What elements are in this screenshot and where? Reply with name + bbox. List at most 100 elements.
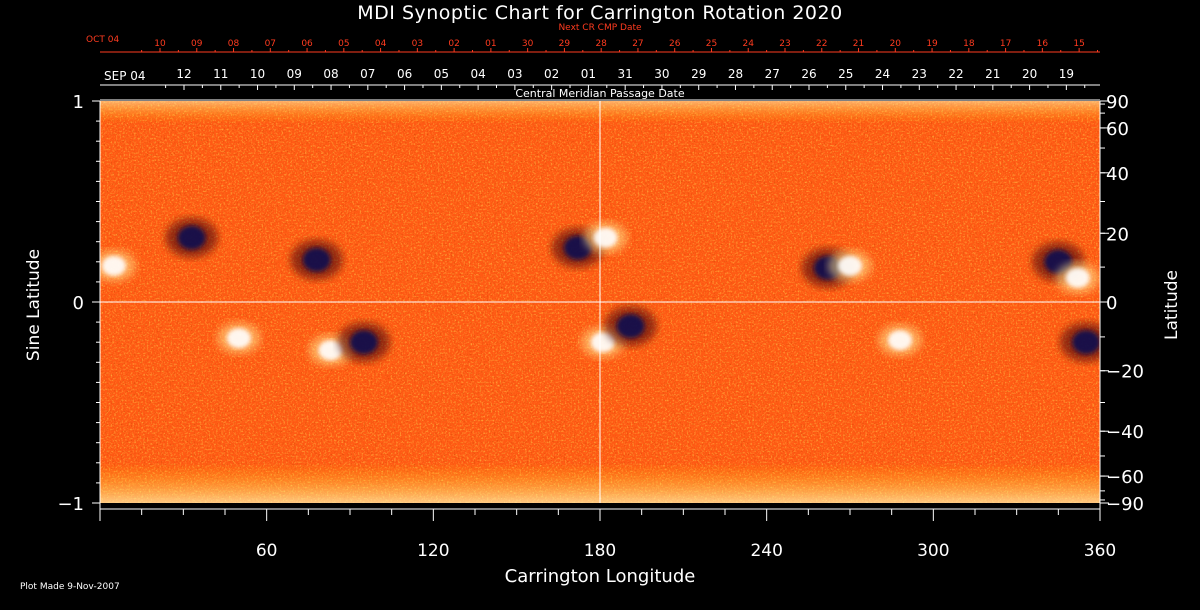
- next-cr-axis-date: 19: [926, 39, 938, 49]
- x-tick-label: 180: [584, 541, 616, 561]
- cmp-axis-date: 05: [434, 67, 449, 81]
- next-cr-axis-date: 05: [338, 39, 349, 49]
- cmp-axis-date: 12: [176, 67, 191, 81]
- active-region-core: [349, 330, 378, 355]
- next-cr-axis-start-label: OCT 04: [86, 35, 119, 45]
- active-region-core: [177, 225, 206, 250]
- next-cr-axis-date: 28: [595, 39, 607, 49]
- cmp-axis-date: 29: [691, 67, 706, 81]
- active-region-core: [838, 255, 862, 276]
- active-region-8: [604, 306, 657, 347]
- next-cr-axis-date: 03: [412, 39, 423, 49]
- next-cr-axis-date: 27: [632, 39, 643, 49]
- x-tick-label: 240: [750, 541, 782, 561]
- cmp-axis-date: 02: [544, 67, 559, 81]
- next-cr-axis-date: 30: [522, 39, 534, 49]
- y-tick-label-right: −60: [1106, 467, 1144, 488]
- y-tick-label-right: −40: [1106, 422, 1144, 443]
- next-cr-axis-date: 24: [743, 39, 755, 49]
- cmp-axis-date: 20: [1022, 67, 1037, 81]
- active-region-core: [1065, 267, 1090, 288]
- active-region-core: [302, 247, 331, 272]
- cmp-axis-date: 30: [654, 67, 669, 81]
- cmp-axis-date: 28: [728, 67, 743, 81]
- central-meridian-passage-date-label: Central Meridian Passage Date: [515, 87, 685, 100]
- next-cr-axis-date: 25: [706, 39, 717, 49]
- x-tick-label: 300: [917, 541, 949, 561]
- next-cr-axis-date: 01: [485, 39, 496, 49]
- cmp-axis-date: 03: [507, 67, 522, 81]
- active-region-6: [583, 221, 628, 254]
- x-tick-label: 360: [1084, 541, 1116, 561]
- active-region-15: [216, 322, 261, 355]
- next-cr-axis-date: 21: [853, 39, 864, 49]
- active-region-core: [101, 255, 126, 276]
- cmp-axis-date: 19: [1059, 67, 1074, 81]
- next-cr-axis-date: 23: [779, 39, 790, 49]
- y-tick-label-right: 40: [1106, 164, 1129, 185]
- cmp-axis-date: 22: [948, 67, 963, 81]
- cmp-axis-date: 31: [618, 67, 633, 81]
- next-cr-axis-date: 15: [1073, 39, 1084, 49]
- cmp-axis-start-label: SEP 04: [104, 69, 146, 83]
- y-tick-label-right: 90: [1106, 92, 1129, 113]
- next-cr-axis-date: 06: [301, 39, 313, 49]
- cmp-axis-date: 09: [287, 67, 302, 81]
- next-cr-axis-date: 07: [265, 39, 276, 49]
- y-tick-label-right: 0: [1106, 293, 1117, 314]
- next-cr-axis-date: 10: [154, 39, 166, 49]
- cmp-axis-date: 24: [875, 67, 890, 81]
- cmp-axis-date: 10: [250, 67, 265, 81]
- active-region-16: [100, 249, 136, 282]
- cmp-axis-date: 07: [360, 67, 375, 81]
- active-region-13: [1055, 261, 1100, 294]
- active-region-10: [828, 249, 872, 282]
- cmp-axis-date: 11: [213, 67, 228, 81]
- next-cr-axis-date: 18: [963, 39, 975, 49]
- active-region-core: [1072, 330, 1100, 355]
- y-tick-label-right: 20: [1106, 224, 1129, 245]
- active-region-3: [165, 217, 218, 258]
- x-tick-label: 60: [256, 541, 278, 561]
- y-tick-label-left: −1: [57, 494, 84, 515]
- y-tick-label-left: 1: [73, 92, 84, 113]
- cmp-axis-date: 06: [397, 67, 412, 81]
- x-axis-label: Carrington Longitude: [504, 566, 696, 587]
- next-cr-axis-date: 16: [1037, 39, 1049, 49]
- active-region-core: [318, 340, 343, 361]
- next-cr-axis-date: 02: [448, 39, 459, 49]
- next-cr-cmp-date-label: Next CR CMP Date: [558, 23, 642, 33]
- y-tick-label-left: 0: [73, 293, 84, 314]
- next-cr-axis-date: 17: [1000, 39, 1011, 49]
- next-cr-axis-date: 29: [559, 39, 571, 49]
- x-tick-label: 120: [417, 541, 449, 561]
- y-tick-label-right: −20: [1106, 362, 1144, 383]
- y-tick-label-right: 60: [1106, 119, 1129, 140]
- plot-made-footer: Plot Made 9-Nov-2007: [20, 582, 120, 592]
- cmp-axis-date: 08: [323, 67, 338, 81]
- next-cr-axis-date: 04: [375, 39, 387, 49]
- active-region-core: [590, 332, 615, 353]
- y-tick-label-right: −90: [1106, 494, 1144, 515]
- active-region-11: [878, 324, 922, 357]
- next-cr-axis-date: 22: [816, 39, 827, 49]
- next-cr-axis-date: 26: [669, 39, 681, 49]
- cmp-axis-date: 27: [765, 67, 780, 81]
- next-cr-axis-date: 20: [890, 39, 902, 49]
- active-region-core: [593, 227, 618, 248]
- chart-title: MDI Synoptic Chart for Carrington Rotati…: [357, 2, 843, 24]
- active-region-core: [888, 330, 912, 351]
- cmp-axis-date: 26: [801, 67, 816, 81]
- next-cr-axis-date: 08: [228, 39, 240, 49]
- next-cr-axis-date: 09: [191, 39, 203, 49]
- active-region-14: [1060, 322, 1100, 363]
- active-region-core: [226, 328, 251, 349]
- cmp-axis-date: 21: [985, 67, 1000, 81]
- active-region-2: [337, 322, 390, 363]
- active-region-core: [616, 314, 645, 339]
- cmp-axis-date: 01: [581, 67, 596, 81]
- cmp-axis-date: 04: [470, 67, 485, 81]
- cmp-axis-date: 25: [838, 67, 853, 81]
- cmp-axis-date: 23: [912, 67, 927, 81]
